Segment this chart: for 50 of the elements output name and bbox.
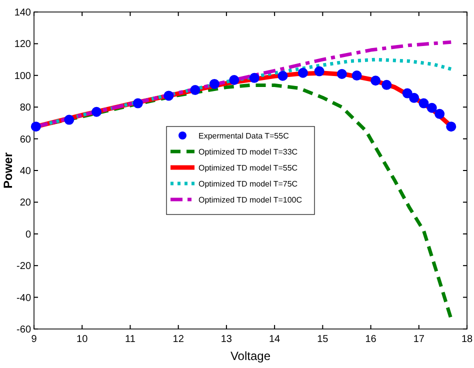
point [336, 68, 347, 79]
y-tick-label: 0 [25, 229, 32, 240]
point [446, 122, 456, 132]
x-tick-label: 18 [461, 334, 473, 345]
point [402, 88, 412, 98]
legend-label: Optimized TD model T=33C [198, 148, 298, 156]
point [30, 122, 41, 132]
x-tick-label: 9 [31, 334, 38, 345]
point [209, 78, 220, 89]
y-tick-label: 80 [20, 102, 32, 114]
point [314, 66, 324, 76]
legend-label: Expermental Data T=55C [198, 132, 290, 140]
point [278, 70, 288, 81]
point [382, 80, 392, 90]
x-tick-label: 16 [365, 334, 377, 345]
point [132, 98, 143, 108]
y-tick-label: -60 [16, 324, 32, 336]
point [229, 74, 240, 85]
point [298, 68, 308, 78]
x-tick-label: 17 [413, 334, 425, 345]
y-tick-label: -20 [16, 261, 32, 272]
x-tick-label: 10 [76, 334, 88, 345]
y-tick-label: 100 [14, 70, 32, 82]
point [370, 76, 381, 86]
y-axis-title: Power [1, 152, 15, 189]
point [249, 72, 260, 83]
point [418, 98, 429, 108]
x-tick-label: 13 [220, 334, 232, 345]
point [92, 106, 102, 117]
y-tick-label: 120 [14, 39, 32, 50]
x-tick-label: 14 [268, 334, 281, 345]
y-tick-label: 40 [20, 166, 32, 177]
x-tick-label: 15 [317, 334, 329, 345]
legend-label: Optimized TD model T=75C [198, 180, 298, 188]
point [352, 70, 362, 81]
y-tick-label: -40 [16, 292, 32, 304]
x-axis-title: Voltage [230, 349, 271, 363]
y-tick-label: 140 [14, 8, 32, 18]
x-tick-label: 12 [172, 334, 184, 345]
y-tick-label: 20 [20, 198, 32, 209]
y-tick-label: 60 [20, 134, 32, 146]
point [409, 92, 420, 103]
point [64, 114, 74, 125]
point [434, 108, 445, 119]
point [164, 90, 174, 101]
legend-label: Optimized TD model T=55C [198, 164, 298, 172]
point [190, 84, 200, 95]
legend-label: Optimized TD model T=100C [198, 196, 302, 204]
point [426, 102, 437, 113]
x-tick-label: 11 [125, 334, 136, 345]
